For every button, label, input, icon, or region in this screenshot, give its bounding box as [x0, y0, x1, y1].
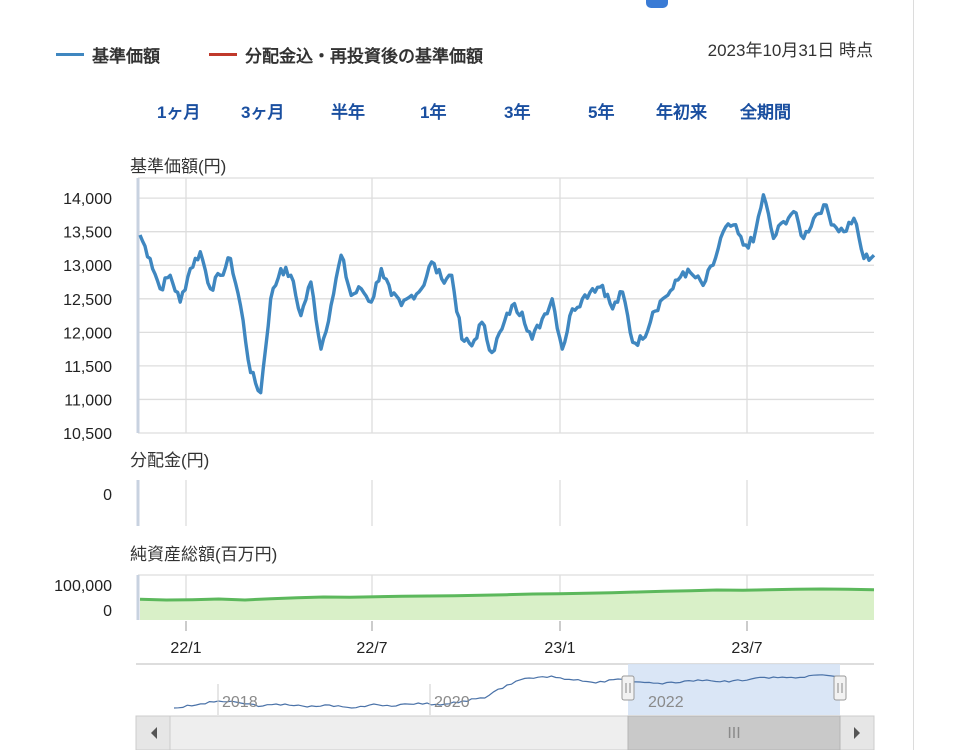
range-button-1y[interactable]: 1年	[420, 98, 446, 123]
aum-panel-title: 純資産総額(百万円)	[130, 545, 278, 564]
dist-y-tick-label: 0	[103, 487, 112, 504]
x-tick-label: 22/1	[170, 640, 201, 657]
nav-y-tick-label: 11,000	[64, 392, 112, 409]
range-button-6m[interactable]: 半年	[331, 98, 365, 123]
legend-line-icon	[56, 53, 84, 56]
dist-panel-title: 分配金(円)	[130, 451, 210, 470]
legend-label: 基準価額	[92, 47, 160, 66]
chevron-left-icon	[151, 727, 157, 739]
nav-y-tick-label: 12,000	[63, 325, 112, 342]
navigator-selection[interactable]	[628, 664, 840, 715]
nav-y-tick-label: 14,000	[63, 191, 112, 208]
aum-series-line	[139, 587, 875, 602]
range-button-5y[interactable]: 5年	[588, 98, 614, 123]
range-selector: 1ヶ月 3ヶ月 半年 1年 3年 5年 年初来 全期間	[0, 98, 913, 124]
chart-frame	[913, 0, 914, 750]
checkbox-icon[interactable]	[646, 0, 668, 8]
x-tick-label: 22/7	[356, 640, 387, 657]
scrollbar-thumb[interactable]	[627, 715, 841, 750]
navigator-label: 2020	[434, 694, 470, 711]
navigator-label: 2022	[648, 694, 684, 711]
legend-line-icon	[209, 53, 237, 56]
navigator-label: 2018	[222, 694, 258, 711]
scrollbar-thumb-grip: III	[727, 725, 740, 742]
range-button-all[interactable]: 全期間	[740, 98, 791, 123]
x-tick-label: 23/1	[544, 640, 575, 657]
aum-y-tick-label: 100,000	[54, 578, 112, 595]
nav-panel-title: 基準価額(円)	[130, 157, 227, 176]
navigator-series-line	[173, 674, 836, 709]
aum-area-fill	[140, 589, 874, 620]
legend-item-nav[interactable]: 基準価額	[56, 42, 160, 67]
nav-y-tick-label: 12,500	[63, 292, 112, 309]
x-tick-label: 23/7	[731, 640, 762, 657]
legend-item-reinvested[interactable]: 分配金込・再投資後の基準価額	[209, 42, 483, 67]
range-button-1m[interactable]: 1ヶ月	[157, 98, 200, 123]
as-of-date: 2023年10月31日 時点	[707, 41, 873, 60]
nav-y-tick-label: 13,000	[63, 258, 112, 275]
range-button-ytd[interactable]: 年初来	[656, 98, 707, 123]
nav-y-tick-label: 13,500	[63, 225, 112, 242]
chevron-right-icon	[854, 727, 860, 739]
navigator-handle[interactable]	[621, 675, 635, 701]
navigator-handle[interactable]	[833, 675, 847, 701]
range-button-3m[interactable]: 3ヶ月	[241, 98, 284, 123]
aum-y-tick-label: 0	[103, 603, 112, 620]
legend-label: 分配金込・再投資後の基準価額	[245, 47, 483, 66]
nav-series-line	[138, 193, 876, 395]
range-button-3y[interactable]: 3年	[504, 98, 530, 123]
nav-y-tick-label: 10,500	[63, 426, 112, 443]
nav-y-tick-label: 11,500	[64, 359, 112, 376]
